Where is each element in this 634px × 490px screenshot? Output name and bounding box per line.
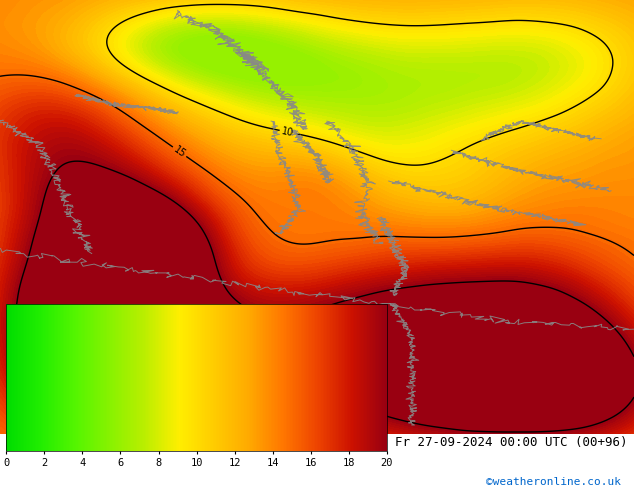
Text: Temperature 2m Spread mean+σ [*C] GFS ENS: Temperature 2m Spread mean+σ [*C] GFS EN… [6,437,314,449]
Text: 20: 20 [199,369,214,384]
Text: ©weatheronline.co.uk: ©weatheronline.co.uk [486,477,621,487]
Text: 10: 10 [281,126,295,138]
Text: Fr 27-09-2024 00:00 UTC (00+96): Fr 27-09-2024 00:00 UTC (00+96) [395,437,628,449]
Text: 15: 15 [172,144,188,159]
